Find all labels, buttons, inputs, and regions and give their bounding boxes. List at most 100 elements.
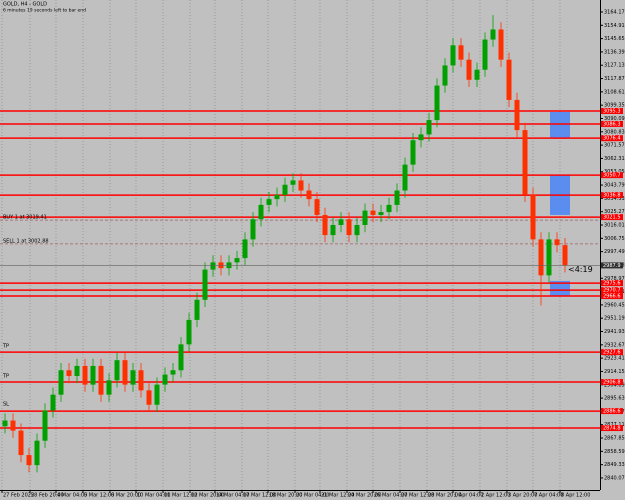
level-label: 3021.5 xyxy=(603,215,621,221)
candle-body xyxy=(34,440,40,466)
x-tick-label: 14 Mar 04:00 xyxy=(216,493,249,499)
candle-body xyxy=(514,99,520,131)
candle-body xyxy=(378,212,384,215)
candle-body xyxy=(274,194,280,200)
candle-body xyxy=(538,239,544,276)
candle-body xyxy=(402,164,408,191)
zone xyxy=(550,280,570,297)
x-tick-label: 12 Mar 20:00 xyxy=(191,493,224,499)
candle-body xyxy=(2,420,8,427)
y-tick-label: 3164.17 xyxy=(604,9,625,15)
x-tick-label: 28 Feb 20:00 xyxy=(31,493,64,499)
candle-body xyxy=(370,210,376,215)
x-tick-label: 24 Mar 20:00 xyxy=(348,493,381,499)
candle-body xyxy=(442,65,448,86)
level-label-box xyxy=(601,379,623,386)
y-tick-label: 2914.15 xyxy=(604,369,625,375)
level-label: 3076.4 xyxy=(603,136,621,142)
level-label: 2975.6 xyxy=(603,281,621,287)
candle-body xyxy=(562,245,568,266)
level-label-box xyxy=(601,287,623,294)
candle-body xyxy=(426,120,432,135)
y-tick-label: 3099.35 xyxy=(604,103,625,109)
y-tick-label: 2997.49 xyxy=(604,249,625,255)
candle-body xyxy=(90,365,96,385)
candle-body xyxy=(474,69,480,80)
candle-body xyxy=(58,370,64,395)
x-tick-label: 28 Mar 20:00 xyxy=(428,493,461,499)
y-tick-label: 3071.57 xyxy=(604,143,625,149)
candle-body xyxy=(466,59,472,80)
candle-body xyxy=(66,370,72,376)
candle-body xyxy=(146,390,152,405)
candle-body xyxy=(114,360,120,381)
candle-body xyxy=(394,190,400,205)
candle-body xyxy=(106,380,112,395)
candle-body xyxy=(162,374,168,385)
marker-label: TP xyxy=(2,374,9,380)
level-label: 2886.6 xyxy=(603,409,621,415)
level-label: 3086.3 xyxy=(603,121,621,127)
candle-body xyxy=(362,210,368,226)
candle-body xyxy=(458,45,464,60)
candle-body xyxy=(282,184,288,195)
x-tick-label: 10 Mar 04:00 xyxy=(137,493,170,499)
y-tick-label: 3136.39 xyxy=(604,49,625,55)
candle-body xyxy=(18,430,24,456)
bar-timer: <4:19 xyxy=(568,265,593,274)
x-tick-label: 17 Mar 12:00 xyxy=(243,493,276,499)
y-tick-label: 2895.63 xyxy=(604,396,625,402)
x-tick-label: 2 Apr 12:00 xyxy=(481,493,510,499)
y-tick-label: 2840.07 xyxy=(604,475,625,481)
y-tick-label: 3016.01 xyxy=(604,223,625,229)
y-tick-label: 2941.93 xyxy=(604,329,625,335)
level-label-box xyxy=(601,120,623,127)
candle-body xyxy=(194,299,200,320)
candle-body xyxy=(50,394,56,411)
y-tick-label: 3006.75 xyxy=(604,236,625,242)
y-tick-label: 3145.65 xyxy=(604,36,625,42)
x-tick-label: 6 Mar 20:00 xyxy=(111,493,141,499)
candle-body xyxy=(386,204,392,213)
candle-body xyxy=(154,384,160,405)
candle-body xyxy=(314,199,320,215)
y-tick-label: 2978.97 xyxy=(604,276,625,282)
level-label-box xyxy=(601,214,623,221)
candle-body xyxy=(138,370,144,391)
level-label: 2906.8 xyxy=(603,380,621,386)
candle-body xyxy=(410,140,416,165)
level-label: 3050.7 xyxy=(603,173,621,179)
x-tick-label: 11 Mar 12:00 xyxy=(164,493,197,499)
candle-body xyxy=(250,219,256,240)
y-tick-label: 3025.27 xyxy=(604,209,625,215)
candle-body xyxy=(298,180,304,191)
candle-body xyxy=(26,455,32,466)
current-price-box xyxy=(601,262,623,269)
y-tick-label: 3080.83 xyxy=(604,129,625,135)
level-label: 3036.8 xyxy=(603,193,621,199)
candle-body xyxy=(346,219,352,236)
candle-body xyxy=(530,194,536,240)
x-tick-label: 27 Feb 2025 xyxy=(3,493,34,499)
candle-body xyxy=(354,225,360,236)
y-tick-label: 2867.85 xyxy=(604,436,625,442)
y-tick-label: 3108.61 xyxy=(604,89,625,95)
y-tick-label: 2960.45 xyxy=(604,302,625,308)
candle-body xyxy=(242,239,248,259)
marker-label: TP xyxy=(2,343,9,349)
x-tick-label: 26 Mar 04:00 xyxy=(374,493,407,499)
y-tick-label: 2858.59 xyxy=(604,449,625,455)
y-tick-label: 2849.33 xyxy=(604,462,625,468)
trade-label: SELL 1 at 3002.88 xyxy=(3,238,49,244)
candle-body xyxy=(74,365,80,376)
candle-body xyxy=(546,239,552,276)
x-tick-label: 3 Apr 20:00 xyxy=(508,493,537,499)
candle-body xyxy=(202,269,208,300)
candle-body xyxy=(266,199,272,205)
level-label: 2970.7 xyxy=(603,288,621,294)
candle-body xyxy=(122,360,128,385)
candle-body xyxy=(10,420,16,431)
y-tick-label: 3034.53 xyxy=(604,196,625,202)
y-tick-label: 2932.67 xyxy=(604,342,625,348)
